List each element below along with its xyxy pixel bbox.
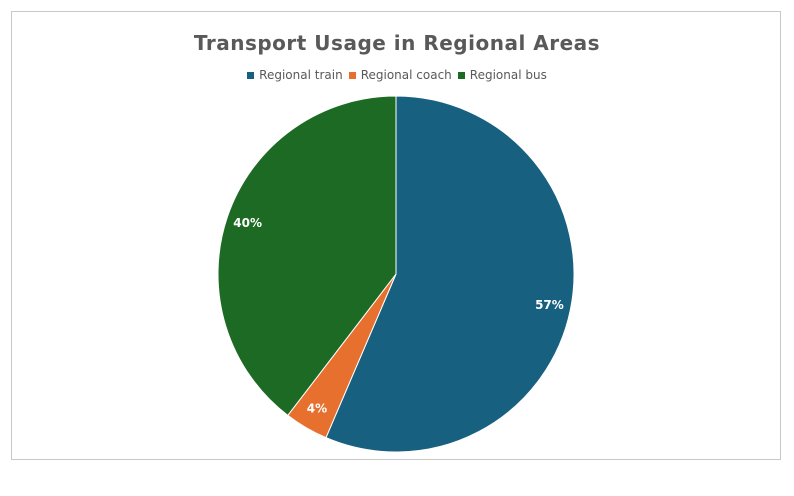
pie-slice-regional-bus [217,95,397,417]
legend-swatch-regional-bus [457,71,465,79]
legend-label-regional-coach: Regional coach [360,68,452,82]
legend-swatch-regional-coach [348,71,356,79]
legend-label-regional-train: Regional train [259,68,343,82]
data-label-regional-train: 57% [535,298,564,312]
chart-title: Transport Usage in Regional Areas [193,31,601,55]
legend-item-regional-coach: Regional coach [348,68,452,82]
legend-swatch-regional-train [247,71,255,79]
data-label-regional-coach: 4% [307,402,327,416]
legend-label-regional-bus: Regional bus [469,68,547,82]
pie-slice-regional-train [325,95,575,453]
data-label-regional-bus: 40% [233,216,262,230]
chart-legend: Regional train Regional coach Regional b… [0,68,794,82]
legend-item-regional-bus: Regional bus [457,68,547,82]
legend-item-regional-train: Regional train [247,68,343,82]
